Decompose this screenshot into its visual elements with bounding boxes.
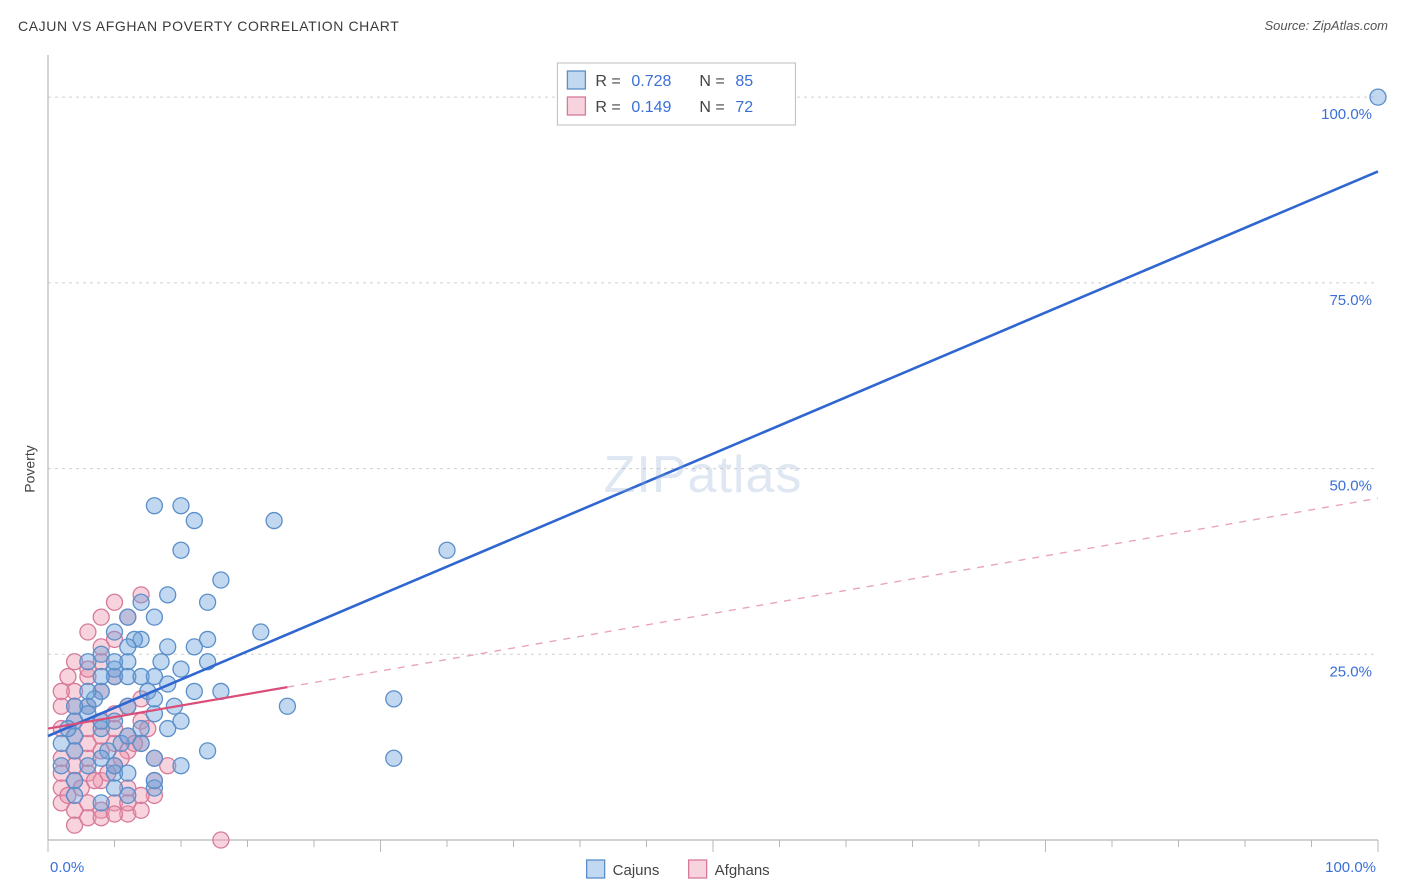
plot-area: Poverty 25.0% 50.0% 75.0% 100.0% 0.0% 100.0% R… [0, 45, 1406, 892]
svg-text:N =: N = [699, 73, 724, 90]
svg-text:N =: N = [699, 99, 724, 116]
svg-text:100.0%: 100.0% [1321, 106, 1372, 123]
svg-text:100.0%: 100.0% [1325, 859, 1376, 876]
source-label: Source: ZipAtlas.com [1264, 18, 1388, 33]
svg-text:72: 72 [735, 99, 753, 116]
scatter-chart: 25.0% 50.0% 75.0% 100.0% 0.0% 100.0% R = 0.728 N… [0, 45, 1406, 892]
svg-text:50.0%: 50.0% [1329, 478, 1372, 495]
svg-text:Cajuns: Cajuns [613, 862, 660, 879]
chart-title: CAJUN VS AFGHAN POVERTY CORRELATION CHAR… [18, 18, 399, 34]
svg-text:85: 85 [735, 73, 753, 90]
svg-text:R =: R = [595, 99, 620, 116]
svg-text:25.0%: 25.0% [1329, 663, 1372, 680]
svg-text:0.0%: 0.0% [50, 859, 84, 876]
svg-text:Afghans: Afghans [715, 862, 770, 879]
y-axis-label: Poverty [22, 445, 38, 492]
svg-text:0.728: 0.728 [631, 73, 671, 90]
svg-text:R =: R = [595, 73, 620, 90]
svg-text:75.0%: 75.0% [1329, 292, 1372, 309]
svg-text:0.149: 0.149 [631, 99, 671, 116]
header: CAJUN VS AFGHAN POVERTY CORRELATION CHAR… [18, 18, 1388, 38]
